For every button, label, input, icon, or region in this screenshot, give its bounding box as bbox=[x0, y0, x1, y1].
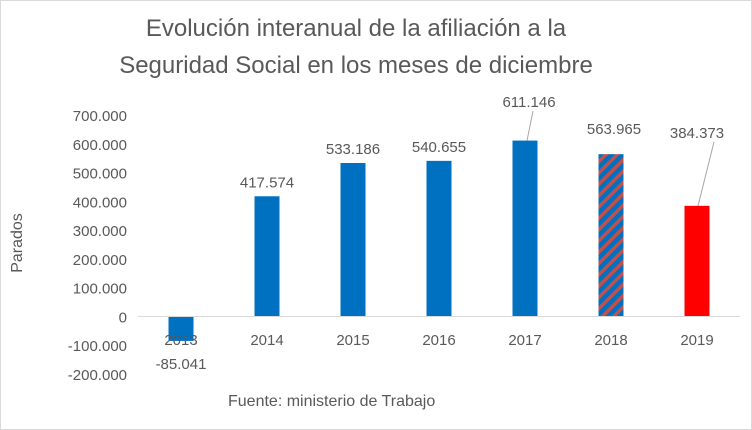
x-tick-label: 2014 bbox=[250, 332, 283, 349]
bar-2018 bbox=[598, 154, 624, 317]
bar-2017 bbox=[512, 140, 538, 317]
y-tick-label: 500.000 bbox=[73, 166, 127, 183]
leader-line-2017 bbox=[526, 110, 534, 141]
y-tick-label: 100.000 bbox=[73, 281, 127, 298]
y-tick-label: 600.000 bbox=[73, 137, 127, 154]
data-label-2015: 533.186 bbox=[326, 141, 380, 158]
bar-2019 bbox=[684, 205, 710, 317]
x-tick-label: 2016 bbox=[422, 332, 455, 349]
data-label-2014: 417.574 bbox=[240, 174, 294, 191]
data-label-2016: 540.655 bbox=[412, 139, 466, 156]
bar-2014 bbox=[254, 196, 280, 317]
x-tick-label: 2015 bbox=[336, 332, 369, 349]
y-tick-label: 0 bbox=[119, 309, 127, 326]
data-label-2018: 563.965 bbox=[587, 121, 641, 138]
chart-source: Fuente: ministerio de Trabajo bbox=[228, 393, 436, 410]
bar-2016 bbox=[426, 160, 452, 317]
data-label-2013: -85.041 bbox=[156, 356, 207, 373]
y-tick-label: -200.000 bbox=[68, 367, 127, 384]
chart-title-line-1: Evolución interanual de la afiliación a … bbox=[145, 15, 567, 42]
x-tick-label: 2019 bbox=[680, 332, 713, 349]
y-tick-label: 300.000 bbox=[73, 223, 127, 240]
data-label-2019: 384.373 bbox=[670, 125, 724, 142]
x-tick-label: 2013 bbox=[164, 332, 197, 349]
y-tick-label: 400.000 bbox=[73, 194, 127, 211]
leader-line-2019 bbox=[697, 141, 715, 206]
x-tick-label: 2017 bbox=[508, 332, 541, 349]
bar-2013 bbox=[168, 316, 194, 341]
chart-title-line-2: Seguridad Social en los meses de diciemb… bbox=[119, 52, 593, 79]
y-tick-label: 700.000 bbox=[73, 108, 127, 125]
y-tick-label: 200.000 bbox=[73, 252, 127, 269]
x-tick-label: 2018 bbox=[594, 332, 627, 349]
bar-2015 bbox=[340, 163, 366, 317]
y-tick-label: -100.000 bbox=[68, 338, 127, 355]
data-label-2017: 611.146 bbox=[502, 94, 555, 111]
